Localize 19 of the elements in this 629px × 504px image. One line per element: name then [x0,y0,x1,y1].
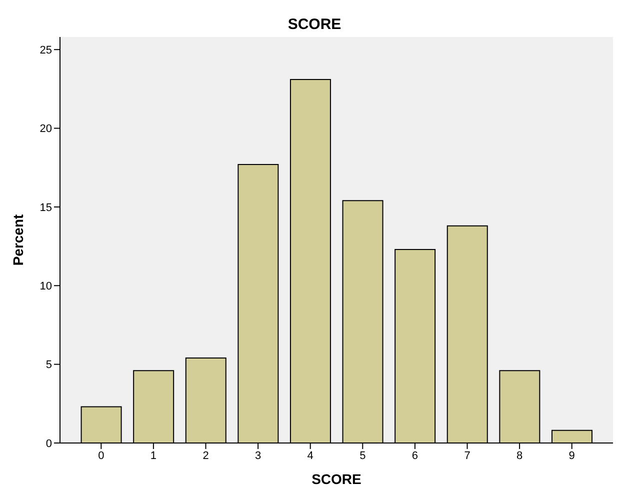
x-tick-label: 0 [98,450,104,462]
chart-title: SCORE [286,16,342,33]
y-tick-label: 20 [40,123,52,136]
y-tick-label: 10 [40,280,52,293]
y-tick-label: 25 [40,44,52,56]
x-tick-label: 7 [464,450,470,462]
x-axis-title: SCORE [312,471,362,487]
x-tick-label: 4 [307,450,314,462]
x-tick-label: 2 [202,450,209,462]
x-tick-label: 3 [254,450,262,462]
x-tick-label: 5 [360,450,366,462]
x-tick-label: 1 [150,450,157,462]
x-tick-label: 6 [412,450,418,462]
y-tick-label: 0 [46,438,52,450]
y-tick-label: 5 [46,359,52,372]
y-tick-label: 15 [40,202,52,214]
x-tick-label: 8 [516,450,523,462]
x-tick-label: 9 [568,450,575,462]
y-axis-title: Percent [10,214,26,266]
